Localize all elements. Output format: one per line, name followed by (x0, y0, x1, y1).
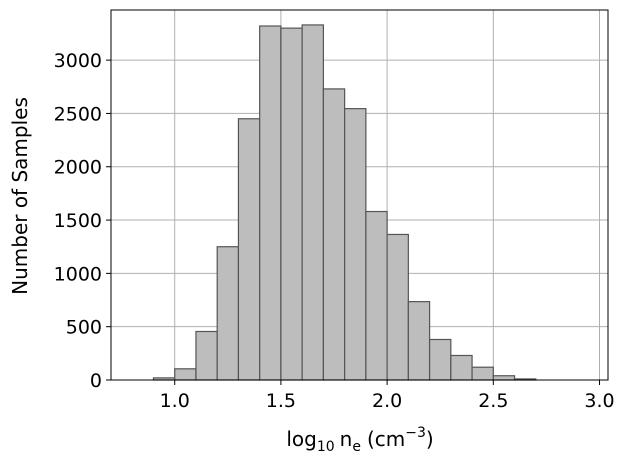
y-axis-ticks: 0 500 1000 1500 2000 2500 3000 (54, 50, 111, 392)
histogram-bar-4 (216, 246, 240, 381)
histogram-bar-14 (428, 338, 452, 381)
histogram-bar-12 (386, 233, 409, 381)
y-tick-label-4: 2000 (54, 157, 102, 179)
histogram-bars (152, 24, 537, 381)
histogram-bar-6 (259, 25, 282, 381)
histogram-bar-3 (195, 330, 218, 381)
y-tick-label-2: 1000 (54, 263, 102, 285)
histogram-bar-8 (301, 24, 324, 381)
x-axis-label: log10 ne (cm−3) (286, 425, 433, 455)
histogram-bar-10 (344, 108, 367, 381)
x-tick-label-1: 1.5 (266, 390, 296, 412)
x-tick-label-2: 2.0 (372, 390, 402, 412)
x-tick-label-3: 2.5 (478, 390, 508, 412)
histogram-bar-11 (365, 210, 388, 381)
histogram-bar-17 (492, 375, 516, 381)
y-tick-label-1: 500 (66, 317, 102, 339)
histogram-bar-15 (450, 354, 473, 381)
x-tick-label-4: 3.0 (584, 390, 614, 412)
histogram-bar-2 (174, 368, 197, 381)
histogram-bar-16 (471, 366, 494, 381)
histogram-bar-9 (322, 88, 346, 381)
y-tick-label-3: 1500 (54, 210, 102, 232)
y-tick-label-6: 3000 (54, 50, 102, 72)
histogram-bar-5 (237, 118, 261, 381)
y-tick-label-5: 2500 (54, 103, 102, 125)
histogram-bar-13 (407, 301, 431, 381)
y-axis-label: Number of Samples (8, 97, 32, 295)
plot-frame (110, 9, 609, 381)
x-axis-ticks: 1.0 1.5 2.0 2.5 3.0 (160, 380, 615, 412)
x-tick-label-0: 1.0 (160, 390, 190, 412)
histogram-bar-7 (280, 27, 303, 381)
y-tick-label-0: 0 (90, 370, 102, 392)
